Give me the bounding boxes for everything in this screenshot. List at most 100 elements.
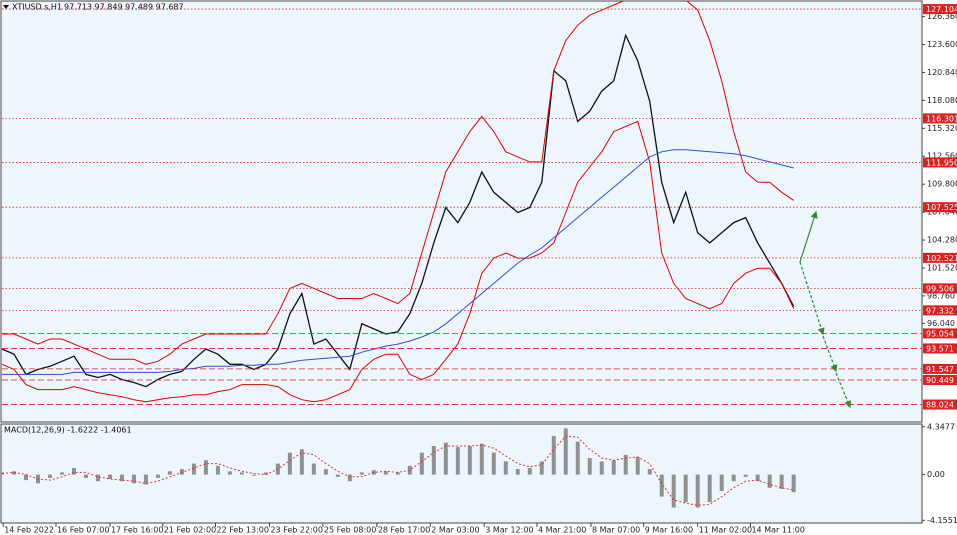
macd-bar [659, 474, 664, 497]
x-tick-label: 21 Feb 02:00 [164, 526, 216, 535]
level-label: 97.332 [926, 306, 954, 315]
macd-bar [191, 463, 196, 475]
macd-bar [479, 443, 484, 475]
level-label-box [923, 343, 957, 354]
x-tick-label: 3 Mar 12:00 [485, 526, 533, 535]
level-label-box [923, 157, 957, 168]
macd-bar [47, 474, 52, 478]
macd-bar [599, 461, 604, 475]
macd-bar [11, 471, 16, 475]
price-line [1, 33, 795, 388]
arrow-down [799, 261, 825, 336]
y-tick-label: 109.800 [927, 180, 957, 189]
menu-triangle [3, 5, 9, 9]
macd-bar [395, 472, 400, 475]
macd-bar [635, 457, 640, 475]
macd-bar [311, 463, 316, 475]
level-label: 95.054 [926, 329, 954, 338]
indicator-line [1, 120, 795, 403]
x-tick-label: 14 Feb 2022 [4, 526, 54, 535]
macd-bar [767, 474, 772, 488]
level-label: 91.547 [926, 365, 954, 374]
x-tick-label: 2 Mar 03:00 [431, 526, 479, 535]
macd-bar [215, 465, 220, 475]
macd-bar [455, 447, 460, 475]
macd-bar [239, 472, 244, 475]
level-label-box [923, 305, 957, 316]
macd-bar [203, 460, 208, 475]
x-tick-label: 11 Mar 02:00 [699, 526, 752, 535]
y-tick-label: 115.320 [927, 124, 957, 133]
macd-bar [671, 474, 676, 508]
y-tick-label: 104.280 [927, 236, 957, 245]
level-label-box [923, 4, 957, 15]
macd-bar [575, 441, 580, 475]
macd-bar [551, 436, 556, 475]
macd-bar [719, 474, 724, 492]
level-label: 90.449 [926, 376, 954, 385]
x-tick-label: 4 Mar 21:00 [538, 526, 586, 535]
macd-bar [731, 474, 736, 482]
macd-bar [83, 474, 88, 478]
macd-bar [227, 471, 232, 475]
level-label: 111.950 [926, 158, 957, 167]
x-tick-label: 23 Feb 22:00 [270, 526, 322, 535]
y-tick-label: 120.840 [927, 68, 957, 77]
macd-bar [407, 465, 412, 475]
level-label-box [923, 252, 957, 263]
macd-bar [323, 469, 328, 475]
level-label-box [923, 113, 957, 124]
arrow-down [822, 335, 838, 373]
macd-bar [563, 428, 568, 475]
macd-bar [503, 461, 508, 475]
macd-bar [347, 474, 352, 482]
y-tick-label: 96.040 [927, 319, 955, 328]
macd-bar [59, 472, 64, 475]
price-series [1, 1, 795, 403]
macd-bar [683, 474, 688, 503]
macd-bar [119, 474, 124, 482]
y-tick-label: 101.520 [927, 263, 957, 272]
price-panel [0, 0, 923, 423]
macd-bar [359, 472, 364, 475]
y-tick-label: 118.080 [927, 96, 957, 105]
y-tick-label: 4.3477 [927, 422, 955, 431]
macd-bar [71, 468, 76, 475]
macd-bar [299, 449, 304, 475]
macd-bar [383, 471, 388, 475]
level-label-box [923, 328, 957, 339]
macd-bar [107, 474, 112, 479]
macd-bar [419, 452, 424, 475]
y-tick-label: 123.600 [927, 40, 957, 49]
level-label-box [923, 202, 957, 213]
x-tick-label: 22 Feb 13:00 [217, 526, 269, 535]
arrow-down [835, 372, 852, 409]
level-label: 127.104 [926, 5, 957, 14]
macd-bar [539, 461, 544, 475]
macd-bar [143, 474, 148, 485]
macd-bar [167, 471, 172, 475]
x-tick-label: 8 Mar 07:00 [592, 526, 640, 535]
macd-bar [287, 452, 292, 475]
x-tick-label: 9 Mar 16:00 [645, 526, 693, 535]
macd-bar [251, 474, 256, 476]
macd-bar [707, 474, 712, 503]
arrow-up [799, 210, 818, 263]
macd-bar [623, 454, 628, 475]
macd-bar [263, 472, 268, 475]
macd-bar [443, 442, 448, 475]
level-label: 88.024 [926, 401, 954, 410]
y-tick-label: 126.360 [927, 12, 957, 21]
y-tick-label: -4.1551 [927, 516, 957, 525]
x-tick-label: 17 Feb 16:00 [111, 526, 163, 535]
macd-bar [587, 458, 592, 475]
level-label-box [923, 399, 957, 410]
macd-bar [431, 446, 436, 475]
level-label: 93.571 [926, 344, 954, 353]
macd-panel [0, 423, 923, 524]
forecast-arrows [799, 210, 852, 409]
macd-series [1, 428, 796, 508]
symbol-title: XTIUSD.s,H1 [12, 3, 62, 12]
x-tick-label: 14 Mar 11:00 [751, 526, 804, 535]
macd-bar [611, 460, 616, 475]
